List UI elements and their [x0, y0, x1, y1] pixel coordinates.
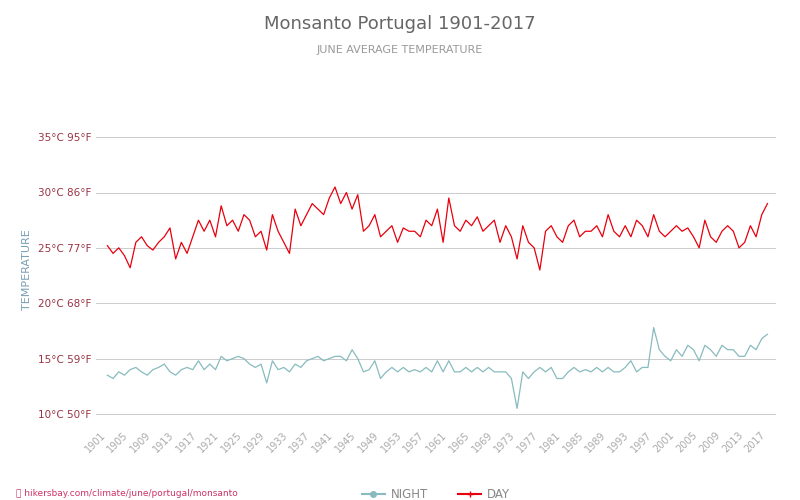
Text: 📍 hikersbay.com/climate/june/portugal/monsanto: 📍 hikersbay.com/climate/june/portugal/mo… [16, 488, 238, 498]
Y-axis label: TEMPERATURE: TEMPERATURE [22, 230, 32, 310]
Legend: NIGHT, DAY: NIGHT, DAY [357, 484, 515, 500]
Text: JUNE AVERAGE TEMPERATURE: JUNE AVERAGE TEMPERATURE [317, 45, 483, 55]
Text: Monsanto Portugal 1901-2017: Monsanto Portugal 1901-2017 [264, 15, 536, 33]
